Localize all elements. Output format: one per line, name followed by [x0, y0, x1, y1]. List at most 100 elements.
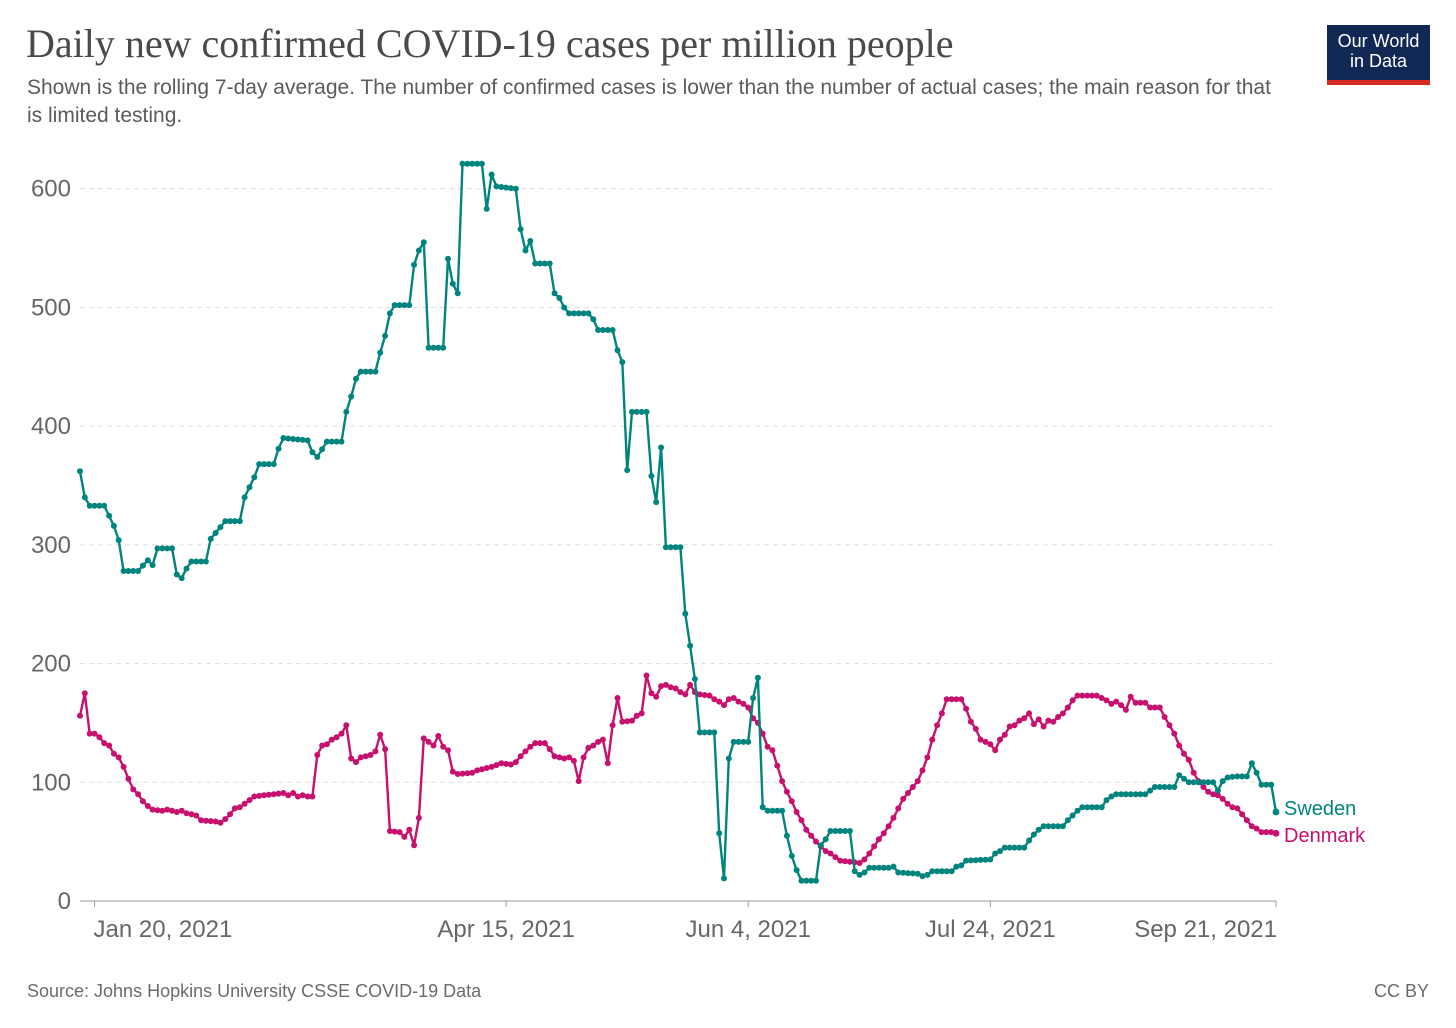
denmark-point: [488, 763, 495, 770]
denmark-point: [154, 807, 161, 814]
denmark-point: [135, 791, 142, 798]
sweden-point: [212, 530, 219, 536]
denmark-point: [604, 760, 611, 767]
sweden-point: [875, 864, 882, 871]
denmark-point: [1142, 699, 1149, 706]
denmark-point: [1021, 715, 1028, 722]
sweden-point: [750, 695, 757, 701]
sweden-point: [275, 445, 282, 452]
denmark-point: [1253, 825, 1260, 832]
sweden-point: [207, 535, 214, 542]
denmark-point: [967, 718, 974, 725]
sweden-point: [261, 461, 267, 468]
x-tick-label: Jul 24, 2021: [925, 916, 1056, 943]
sweden-point: [934, 868, 941, 875]
sweden-point: [1214, 787, 1221, 794]
sweden-point: [1229, 773, 1236, 780]
denmark-point: [1006, 723, 1013, 730]
sweden-point: [846, 828, 853, 834]
sweden-point: [445, 255, 451, 262]
denmark-point: [323, 741, 330, 748]
sweden-point: [1219, 778, 1226, 785]
sweden-point: [648, 473, 655, 479]
sweden-point: [590, 316, 597, 323]
y-tick-label: 600: [31, 176, 71, 203]
denmark-point: [880, 830, 887, 837]
denmark-point: [643, 672, 650, 679]
sweden-point: [967, 857, 974, 864]
sweden-point: [1069, 812, 1076, 819]
sweden-point: [633, 408, 640, 415]
denmark-point: [701, 692, 708, 698]
logo-line-2: in Data: [1349, 51, 1408, 71]
sweden-point: [106, 512, 113, 519]
denmark-point: [992, 747, 999, 754]
denmark-point: [1016, 717, 1023, 724]
denmark-point: [401, 833, 408, 840]
series-lines: [77, 160, 1280, 884]
sweden-point: [885, 864, 892, 871]
sweden-point: [1016, 844, 1023, 851]
denmark-point: [1263, 829, 1270, 836]
sweden-point: [1190, 779, 1197, 786]
sweden-point: [178, 575, 185, 582]
sweden-point: [517, 226, 524, 233]
sweden-point: [575, 310, 582, 317]
sweden-label: Sweden: [1284, 798, 1356, 820]
denmark-point: [658, 683, 665, 690]
sweden-point: [561, 304, 568, 311]
sweden-point: [459, 160, 466, 167]
sweden-point: [149, 562, 156, 569]
sweden-point: [837, 828, 844, 834]
denmark-point: [570, 757, 577, 764]
sweden-point: [1127, 791, 1134, 798]
sweden-point: [396, 302, 403, 309]
denmark-point: [1093, 692, 1100, 699]
denmark-point: [1234, 805, 1241, 812]
source-note[interactable]: Source: Johns Hopkins University CSSE CO…: [27, 981, 482, 1001]
denmark-point: [169, 807, 175, 814]
sweden-point: [793, 867, 800, 874]
denmark-point: [537, 740, 543, 747]
denmark-point: [725, 696, 732, 703]
sweden-point: [677, 544, 684, 551]
sweden-point: [798, 877, 805, 884]
sweden-point: [386, 310, 393, 317]
denmark-point: [86, 730, 93, 737]
sweden-point: [77, 468, 83, 475]
denmark-point: [866, 850, 873, 857]
denmark-point: [1258, 829, 1265, 836]
denmark-point: [914, 778, 921, 785]
sweden-point: [425, 344, 432, 351]
denmark-point: [822, 848, 829, 855]
sweden-point: [696, 729, 703, 736]
sweden-point: [895, 869, 902, 876]
denmark-point: [1122, 706, 1129, 713]
denmark-point: [1118, 702, 1125, 709]
denmark-point: [532, 740, 539, 747]
sweden-point: [1161, 784, 1168, 790]
chart-subtitle: Shown is the rolling 7-day average. The …: [27, 76, 1271, 127]
denmark-point: [1137, 699, 1144, 706]
denmark-point: [585, 744, 592, 751]
sweden-point: [551, 290, 558, 297]
sweden-point: [1181, 775, 1187, 782]
sweden-point: [614, 347, 621, 354]
denmark-point: [905, 790, 911, 796]
sweden-point: [488, 171, 495, 178]
sweden-point: [599, 327, 606, 333]
denmark-point: [803, 826, 810, 833]
denmark-point: [832, 854, 839, 861]
sweden-point: [231, 518, 238, 525]
sweden-point: [977, 856, 984, 863]
denmark-point: [445, 747, 451, 754]
sweden-point: [667, 544, 674, 551]
denmark-point: [924, 754, 931, 761]
license-link[interactable]: CC BY: [1373, 981, 1429, 1001]
sweden-point: [188, 558, 195, 565]
denmark-point: [183, 810, 190, 817]
owid-logo[interactable]: Our World in Data: [1327, 25, 1430, 85]
denmark-point: [265, 791, 272, 798]
sweden-point: [343, 408, 350, 415]
